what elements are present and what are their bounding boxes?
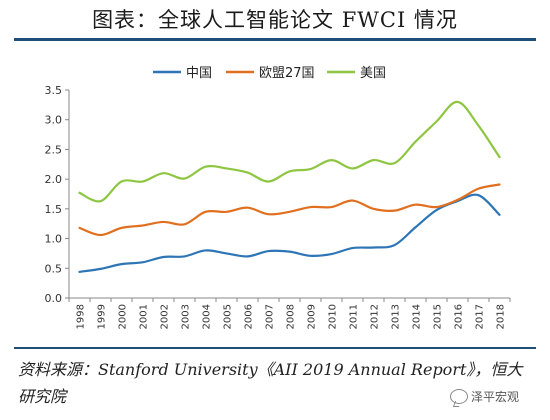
x-tick-label: 1998 (76, 304, 87, 329)
x-tick-label: 1999 (97, 304, 108, 329)
legend-label-2: 欧盟27国 (259, 66, 315, 81)
legend-label-1: 中国 (186, 66, 212, 81)
x-tick-label: 2013 (391, 304, 402, 329)
y-tick-label: 1.0 (45, 233, 63, 246)
x-tick-label: 2016 (454, 304, 465, 329)
x-tick-label: 2005 (223, 304, 234, 329)
x-tick-label: 2001 (139, 304, 150, 329)
y-tick-label: 3.0 (45, 114, 63, 127)
x-tick-label: 2011 (349, 304, 360, 329)
x-tick-label: 2012 (370, 304, 381, 329)
source-divider (14, 347, 536, 349)
series-line-2 (78, 183, 501, 237)
x-tick-label: 2000 (118, 304, 129, 329)
y-tick-label: 0.0 (45, 292, 63, 305)
x-tick-label: 2009 (307, 304, 318, 329)
wechat-icon (450, 389, 468, 404)
x-tick-label: 2003 (181, 304, 192, 329)
line-chart: 0.0 0.5 1.0 1.5 2.0 2.5 3.0 3.5 1998 1999 2000 2001… (45, 66, 511, 329)
x-tick-label: 2007 (265, 304, 276, 329)
chart-title: 图表：全球人工智能论文 FWCI 情况 (92, 8, 458, 32)
y-tick-label: 3.5 (45, 84, 63, 97)
x-tick-label: 2018 (496, 304, 507, 329)
chart-area: 0.0 0.5 1.0 1.5 2.0 2.5 3.0 3.5 1998 1999 2000 2001… (0, 44, 550, 344)
x-tick-label: 2008 (286, 304, 297, 329)
title-divider (14, 38, 536, 41)
x-tick-label: 2006 (244, 304, 255, 329)
y-tick-label: 0.5 (45, 262, 63, 275)
x-tick-label: 2017 (475, 304, 486, 329)
x-tick-label: 2004 (202, 304, 213, 329)
series-line-1 (78, 193, 501, 273)
legend-label-3: 美国 (360, 66, 386, 81)
y-tick-label: 1.5 (45, 203, 63, 216)
x-tick-label: 2010 (328, 304, 339, 329)
source-note: 资料来源：Stanford University《AII 2019 Annual… (18, 360, 523, 406)
x-tick-label: 2015 (433, 304, 444, 329)
watermark: 泽平宏观 (450, 388, 519, 405)
x-tick-label: 2002 (160, 304, 171, 329)
y-tick-label: 2.5 (45, 143, 63, 156)
x-tick-label: 2014 (412, 304, 423, 329)
watermark-text: 泽平宏观 (471, 390, 520, 404)
y-tick-label: 2.0 (45, 173, 63, 186)
series-line-3 (78, 100, 501, 203)
